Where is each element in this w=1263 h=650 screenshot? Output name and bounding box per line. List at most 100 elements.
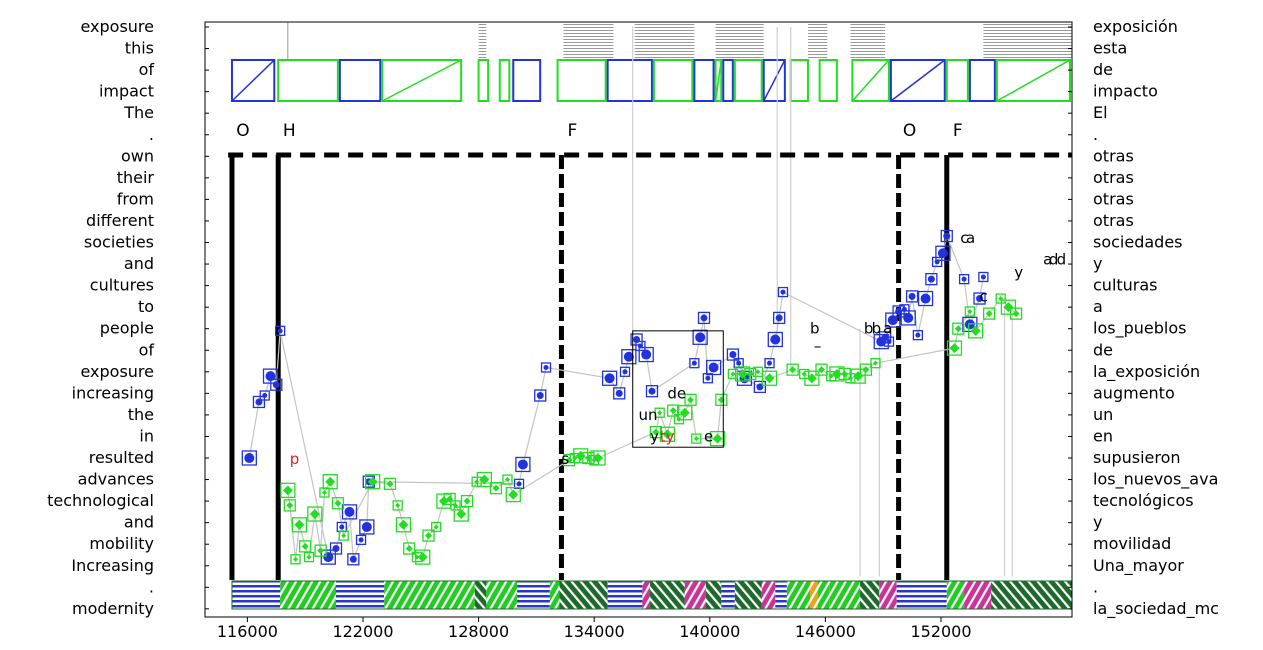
- data-point: [417, 552, 428, 563]
- y-right-label: la_exposición: [1093, 362, 1200, 382]
- alignment-diagonal: [996, 59, 1071, 102]
- y-left-label: societies: [84, 233, 154, 252]
- data-point: [344, 506, 355, 517]
- data-point-box: [899, 304, 910, 315]
- alignment-box: [889, 59, 946, 102]
- alignment-diagonal: [851, 59, 890, 102]
- data-point-box: [635, 340, 646, 352]
- y-right-label: otras: [1093, 211, 1134, 230]
- data-point: [806, 373, 817, 384]
- y-left-label: this: [125, 39, 154, 58]
- y-right-label: otras: [1093, 168, 1134, 187]
- gray-bands: [287, 22, 1072, 60]
- data-point: [339, 524, 345, 530]
- word-label: d: [1057, 251, 1067, 269]
- data-point: [927, 275, 935, 283]
- y-left-label: exposure: [80, 17, 154, 36]
- data-point-box: [654, 407, 665, 418]
- data-point-box: [702, 373, 714, 384]
- y-right-label: un: [1093, 405, 1113, 424]
- alignment-box: [381, 59, 463, 102]
- bottom-band-segment: [607, 581, 643, 609]
- y-right-label: la_sociedad_mc: [1093, 599, 1219, 619]
- data-point-box: [726, 348, 740, 361]
- data-point: [679, 407, 690, 418]
- data-point: [641, 349, 652, 360]
- alignment-diagonal: [231, 59, 275, 102]
- data-point-box: [767, 331, 783, 348]
- word-label: c: [980, 287, 988, 305]
- alignment-box: [968, 59, 996, 102]
- data-point: [717, 396, 725, 404]
- data-point: [970, 325, 981, 336]
- data-point-box: [684, 393, 697, 406]
- data-point: [516, 481, 522, 487]
- bottom-band-segment: [896, 581, 947, 609]
- y-left-label: and: [124, 254, 154, 273]
- data-point-box: [917, 290, 934, 307]
- y-left-label: .: [149, 125, 154, 144]
- data-point-box: [471, 476, 482, 487]
- data-point-box: [364, 474, 381, 490]
- bottom-band-segment: [946, 581, 965, 609]
- data-point-box: [744, 367, 757, 381]
- data-point-box: [870, 358, 881, 369]
- gray-band: [983, 22, 1072, 58]
- data-point: [293, 556, 299, 562]
- data-point: [262, 393, 268, 399]
- boundary-marker-label: F: [953, 121, 963, 141]
- data-point-box: [502, 474, 513, 485]
- y-axis-right: exposición esta de impacto El. otras otras otra…: [1068, 17, 1219, 619]
- data-point-box: [645, 385, 659, 398]
- alignment-box: [652, 59, 694, 102]
- data-point-box: [968, 323, 984, 339]
- data-point-box: [307, 506, 323, 522]
- bottom-band-segment: [549, 581, 560, 609]
- alignment-box: [606, 59, 653, 102]
- data-point-box: [540, 362, 552, 373]
- data-point-box: [799, 368, 810, 380]
- bottom-band-segment: [775, 581, 787, 609]
- data-point-box: [697, 311, 711, 325]
- y-left-label: the: [128, 405, 154, 424]
- word-label: b: [810, 320, 820, 338]
- data-point-box: [303, 551, 315, 563]
- data-point: [395, 502, 401, 508]
- data-point: [657, 410, 663, 416]
- data-point: [277, 328, 283, 334]
- data-point: [730, 371, 736, 377]
- word-label: y: [650, 427, 659, 445]
- data-point: [687, 396, 695, 404]
- series-connector: [248, 233, 984, 560]
- y-left-label: in: [139, 426, 154, 445]
- data-point-box: [1000, 299, 1017, 315]
- data-point: [623, 351, 634, 362]
- series-points: [241, 229, 1023, 566]
- data-point-box: [383, 477, 397, 491]
- data-point-box: [314, 544, 327, 557]
- data-point: [286, 501, 294, 509]
- data-point-box: [422, 529, 435, 542]
- bottom-band-segment: [559, 581, 608, 609]
- y-right-label: de: [1093, 340, 1113, 359]
- alignment-box: [714, 59, 723, 102]
- alignment-box: [733, 59, 763, 102]
- alignment-box: [851, 59, 890, 102]
- data-point: [604, 373, 615, 384]
- bottom-band-segment: [642, 581, 651, 609]
- data-point-box: [705, 359, 722, 376]
- bottom-band-segment: [964, 581, 992, 609]
- data-point: [334, 499, 342, 507]
- y-right-label: de: [1093, 60, 1113, 79]
- data-point: [764, 373, 775, 384]
- word-label: ty: [660, 427, 675, 445]
- data-point-box: [590, 450, 606, 466]
- data-point: [695, 332, 706, 343]
- bottom-band-segment: [761, 581, 776, 609]
- data-point-box: [931, 256, 943, 268]
- data-point-box: [940, 229, 953, 243]
- data-point-box: [952, 322, 965, 335]
- alignment-box: [945, 59, 969, 102]
- data-point-box: [395, 517, 412, 533]
- data-point: [309, 509, 320, 520]
